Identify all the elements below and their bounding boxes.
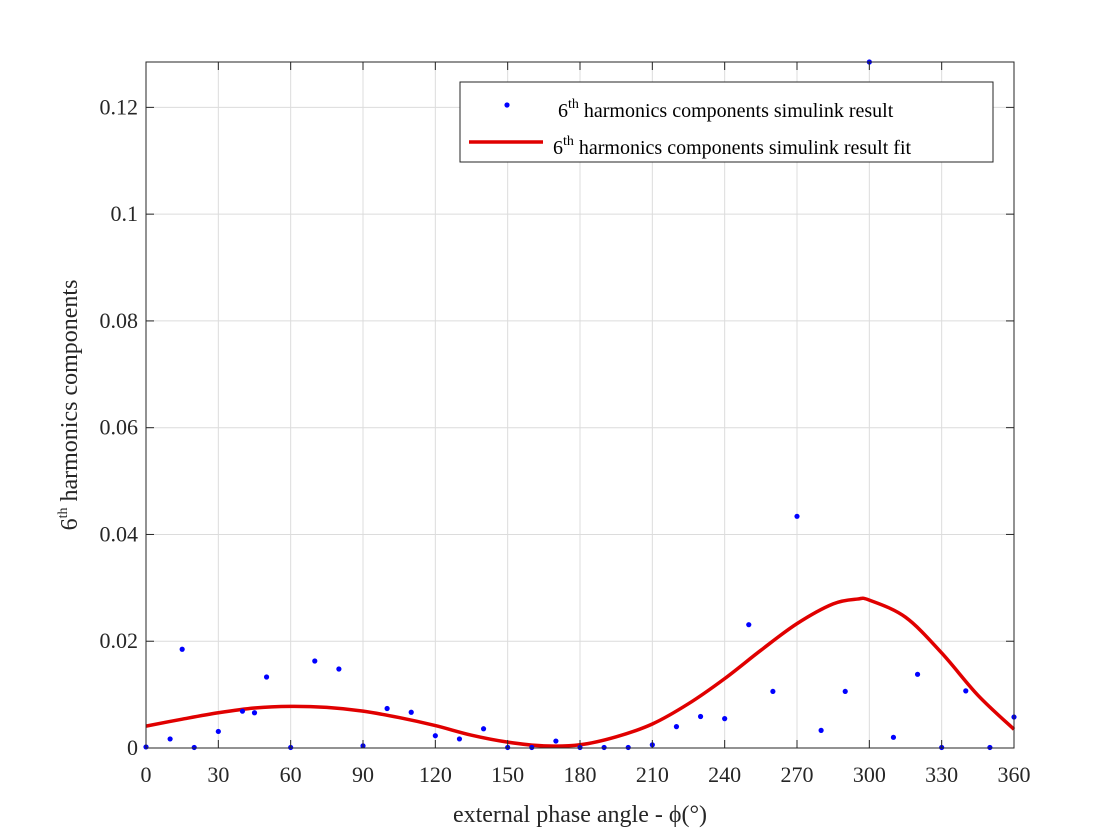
x-tick-label: 30 bbox=[207, 762, 229, 787]
fit-line bbox=[145, 596, 1016, 748]
x-tick-labels: 0 30 60 90 120 150 180 210 240 270 300 330 360 bbox=[141, 762, 1031, 787]
y-axis-title-base: 6 bbox=[57, 518, 83, 530]
x-tick-label: 270 bbox=[781, 762, 814, 787]
data-point bbox=[818, 727, 824, 733]
x-tick-label: 210 bbox=[636, 762, 669, 787]
legend-label-fit-superscript: th bbox=[563, 134, 574, 149]
data-point bbox=[480, 726, 487, 732]
data-point bbox=[408, 709, 414, 715]
data-point bbox=[384, 705, 390, 712]
data-point bbox=[529, 744, 535, 751]
data-point bbox=[432, 733, 438, 739]
y-tick-label: 0 bbox=[127, 735, 138, 760]
legend-label-fit-rest: harmonics components simulink result fit bbox=[574, 137, 912, 159]
x-tick-label: 90 bbox=[352, 762, 374, 787]
y-tick-label: 0.08 bbox=[100, 308, 139, 333]
y-tick-label: 0.06 bbox=[100, 415, 139, 440]
x-tick-label: 150 bbox=[491, 762, 524, 787]
legend-label-points-rest: harmonics components simulink result bbox=[579, 100, 894, 122]
data-point bbox=[191, 744, 197, 751]
legend-label-fit-base: 6 bbox=[553, 137, 563, 159]
data-point bbox=[456, 736, 463, 742]
x-tick-label: 300 bbox=[853, 762, 886, 787]
y-axis-title: 6th harmonics components bbox=[56, 280, 83, 531]
data-point bbox=[179, 646, 185, 652]
data-point bbox=[673, 724, 680, 730]
legend-label-fit: 6th harmonics components simulink result… bbox=[553, 134, 912, 159]
y-tick-label: 0.02 bbox=[100, 628, 139, 653]
data-point bbox=[263, 674, 270, 680]
x-tick-label: 330 bbox=[925, 762, 958, 787]
data-point bbox=[987, 744, 993, 751]
legend-label-points: 6th harmonics components simulink result bbox=[558, 97, 894, 122]
legend-label-points-base: 6 bbox=[558, 100, 568, 122]
y-tick-label: 0.12 bbox=[100, 94, 139, 119]
y-axis-title-superscript: th bbox=[56, 508, 71, 519]
data-point bbox=[697, 713, 704, 720]
x-tick-label: 180 bbox=[564, 762, 597, 787]
data-point bbox=[239, 708, 246, 714]
data-point bbox=[251, 710, 258, 716]
data-point bbox=[890, 734, 897, 740]
data-point bbox=[167, 736, 173, 742]
data-point bbox=[312, 658, 318, 664]
data-point bbox=[842, 688, 848, 695]
data-point bbox=[794, 513, 800, 519]
legend-marker-points bbox=[504, 102, 510, 108]
points-layer bbox=[143, 59, 1017, 751]
x-tick-label: 240 bbox=[708, 762, 741, 787]
y-tick-label: 0.04 bbox=[100, 521, 139, 546]
x-tick-label: 0 bbox=[141, 762, 152, 787]
data-point bbox=[601, 744, 607, 751]
y-tick-label: 0.1 bbox=[111, 201, 139, 226]
x-tick-label: 120 bbox=[419, 762, 452, 787]
y-axis-title-rest: harmonics components bbox=[57, 280, 83, 508]
legend-label-points-superscript: th bbox=[568, 97, 579, 112]
fit-layer bbox=[145, 596, 1016, 748]
x-axis-title: external phase angle - ϕ(°) bbox=[453, 802, 707, 828]
legend: 6th harmonics components simulink result… bbox=[459, 81, 994, 163]
data-point bbox=[553, 738, 559, 744]
ticks bbox=[145, 62, 1015, 749]
data-point bbox=[722, 716, 728, 722]
y-tick-labels: 0 0.02 0.04 0.06 0.08 0.1 0.12 bbox=[100, 94, 139, 760]
x-tick-label: 60 bbox=[280, 762, 302, 787]
data-point bbox=[770, 688, 776, 695]
data-point bbox=[625, 744, 631, 751]
data-point bbox=[914, 671, 921, 677]
data-point bbox=[215, 728, 221, 735]
x-tick-label: 360 bbox=[998, 762, 1031, 787]
data-point bbox=[336, 666, 342, 672]
grid bbox=[145, 62, 1015, 749]
data-point bbox=[963, 688, 969, 694]
data-point bbox=[746, 622, 752, 628]
legend-box bbox=[459, 81, 994, 163]
